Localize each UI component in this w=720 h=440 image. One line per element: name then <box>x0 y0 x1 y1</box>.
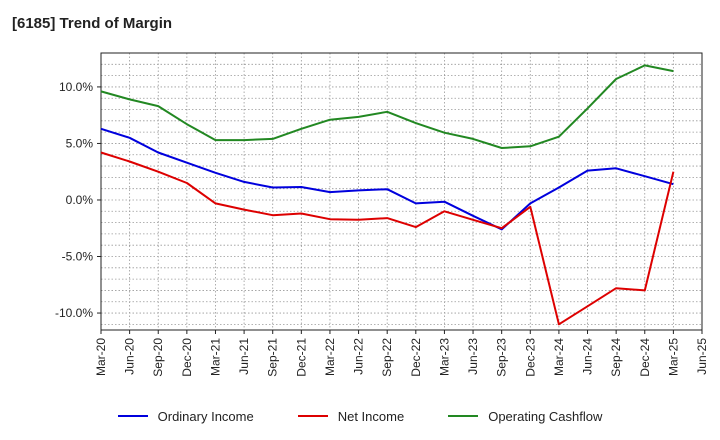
legend: Ordinary Income Net Income Operating Cashf… <box>0 404 720 428</box>
legend-item-net-income: Net Income <box>297 408 405 424</box>
x-tick-label: Dec-21 <box>294 338 308 377</box>
tick-labels: 10.0% 5.0% 0.0% -5.0% -10.0% Mar-20 Jun-20 Sep-… <box>55 80 709 377</box>
legend-label: Ordinary Income <box>157 408 254 424</box>
x-tick-label: Sep-20 <box>151 338 165 377</box>
x-tick-label: Jun-23 <box>466 338 480 375</box>
y-tick-label: -5.0% <box>62 250 94 264</box>
axes <box>97 52 703 334</box>
x-tick-label: Jun-22 <box>352 338 366 375</box>
y-tick-label: 5.0% <box>66 136 94 150</box>
y-tick-label: 0.0% <box>66 193 94 207</box>
x-tick-label: Dec-23 <box>523 338 537 377</box>
grid <box>100 52 703 330</box>
x-tick-label: Sep-21 <box>266 338 280 377</box>
x-tick-label: Mar-25 <box>666 338 680 376</box>
y-tick-label: 10.0% <box>59 80 93 94</box>
series-line-operating-cashflow <box>100 64 674 149</box>
x-tick-label: Jun-24 <box>581 338 595 375</box>
x-tick-label: Mar-21 <box>208 338 222 376</box>
legend-swatch <box>297 415 328 417</box>
legend-label: Net Income <box>337 408 405 424</box>
x-tick-label: Jun-20 <box>123 338 137 375</box>
x-tick-label: Mar-24 <box>552 338 566 376</box>
legend-swatch <box>117 415 148 417</box>
x-tick-label: Sep-23 <box>495 338 509 377</box>
series-line-net-income <box>100 151 675 326</box>
series-lines <box>100 64 675 326</box>
x-tick-label: Sep-24 <box>609 338 623 377</box>
x-tick-label: Dec-20 <box>180 338 194 377</box>
legend-item-ordinary-income: Ordinary Income <box>117 408 254 424</box>
x-tick-label: Dec-22 <box>409 338 423 377</box>
x-tick-label: Mar-22 <box>323 338 337 376</box>
y-tick-label: -10.0% <box>55 306 93 320</box>
series-line-ordinary-income <box>100 127 674 231</box>
chart-title: [6185] Trend of Margin <box>12 15 173 32</box>
x-tick-label: Dec-24 <box>638 338 652 377</box>
legend-label: Operating Cashflow <box>488 408 603 424</box>
plot-frame <box>100 52 703 331</box>
x-tick-label: Mar-23 <box>437 338 451 376</box>
x-tick-label: Sep-22 <box>380 338 394 377</box>
x-tick-label: Mar-20 <box>94 338 108 376</box>
x-tick-label: Jun-25 <box>695 338 709 375</box>
legend-swatch <box>448 415 479 417</box>
x-tick-label: Jun-21 <box>237 338 251 375</box>
legend-item-operating-cashflow: Operating Cashflow <box>448 409 602 424</box>
